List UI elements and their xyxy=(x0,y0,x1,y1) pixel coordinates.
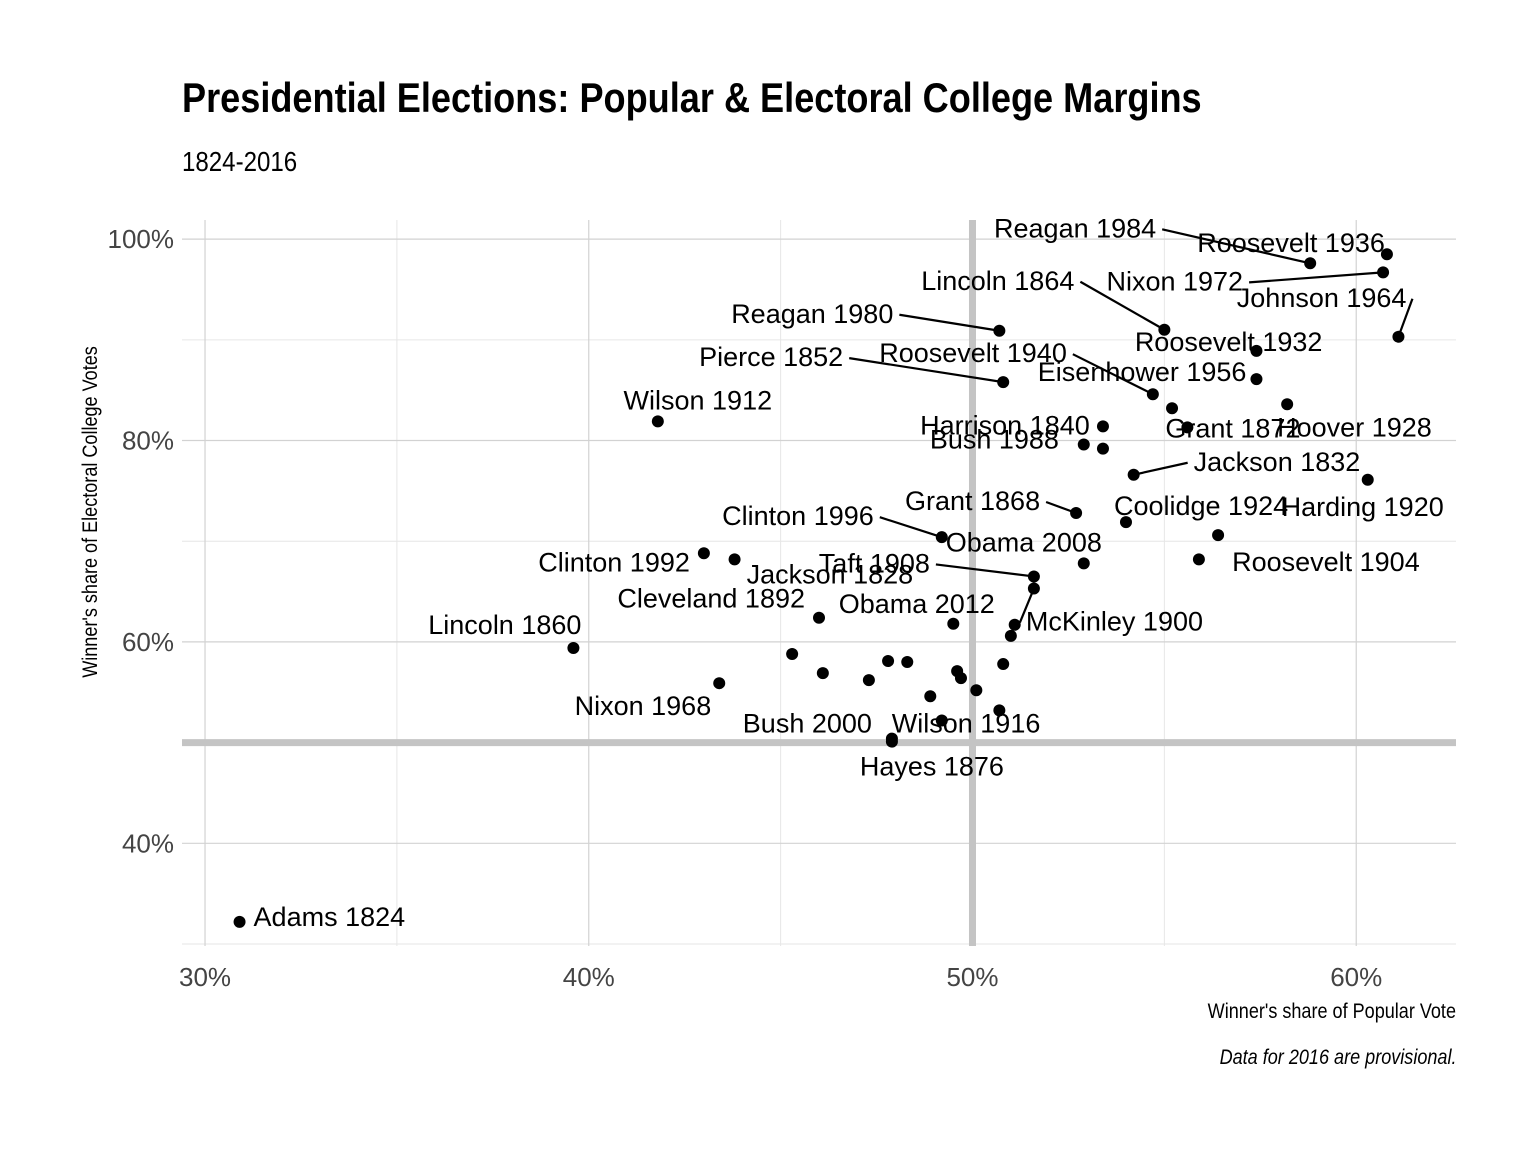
data-label: Jackson 1832 xyxy=(1194,447,1361,477)
data-label: Reagan 1980 xyxy=(731,299,893,329)
label-leader-line xyxy=(1072,353,1154,396)
data-point xyxy=(233,915,246,928)
data-label: Johnson 1964 xyxy=(1237,283,1407,313)
data-point xyxy=(1077,438,1090,451)
data-label: Hoover 1928 xyxy=(1277,412,1432,442)
data-point xyxy=(885,732,898,745)
data-point xyxy=(1181,421,1194,434)
data-point xyxy=(970,684,983,697)
data-point xyxy=(1096,420,1109,433)
label-leader-line xyxy=(1079,280,1165,331)
data-point xyxy=(1096,442,1109,455)
data-label: McKinley 1900 xyxy=(1026,607,1203,637)
label-leader-line xyxy=(1397,298,1414,338)
label-leader-line xyxy=(1161,228,1311,265)
label-leader-line xyxy=(1133,461,1188,476)
data-label: Taft 1908 xyxy=(819,548,930,578)
data-point xyxy=(954,672,967,685)
data-label: Roosevelt 1940 xyxy=(879,338,1067,368)
data-point xyxy=(1004,629,1017,642)
x-tick-label: 50% xyxy=(946,962,998,992)
data-label: Wilson 1916 xyxy=(892,708,1041,738)
data-label: Grant 1872 xyxy=(1165,413,1300,443)
data-label: Coolidge 1924 xyxy=(1114,491,1288,521)
data-point xyxy=(1192,553,1205,566)
data-point xyxy=(1361,473,1374,486)
x-tick-label: 30% xyxy=(179,962,231,992)
data-point xyxy=(882,655,895,668)
data-label: Clinton 1992 xyxy=(538,547,690,577)
label-leader-line xyxy=(879,516,943,539)
data-point xyxy=(901,656,914,669)
data-point xyxy=(713,677,726,690)
data-label: Roosevelt 1904 xyxy=(1232,547,1420,577)
data-label: Pierce 1852 xyxy=(699,342,843,372)
data-point xyxy=(1212,529,1225,542)
x-tick-label: 40% xyxy=(563,962,615,992)
data-point xyxy=(786,647,799,660)
data-point xyxy=(935,714,948,727)
data-point xyxy=(997,658,1010,671)
data-label: Nixon 1972 xyxy=(1106,266,1243,296)
data-point xyxy=(1119,516,1132,529)
data-point xyxy=(1250,344,1263,357)
data-point xyxy=(947,617,960,630)
data-point xyxy=(1166,402,1179,415)
data-point xyxy=(993,704,1006,717)
chart-caption: Data for 2016 are provisional. xyxy=(1219,1046,1456,1069)
data-point xyxy=(651,415,664,428)
y-axis-title: Winner's share of Electoral College Vote… xyxy=(79,346,103,678)
label-leader-line xyxy=(1018,588,1035,623)
data-label: Obama 2008 xyxy=(946,527,1102,557)
data-label: Eisenhower 1956 xyxy=(1038,357,1247,387)
label-leader-line xyxy=(1249,271,1384,284)
data-label: Harrison 1840 xyxy=(920,411,1090,441)
x-axis-title: Winner's share of Popular Vote xyxy=(1208,1000,1456,1024)
data-label: Bush 2000 xyxy=(743,709,872,739)
data-label: Obama 2012 xyxy=(839,589,995,619)
data-label: Roosevelt 1932 xyxy=(1135,327,1323,357)
data-label: Bush 1988 xyxy=(930,425,1059,455)
label-leader-line xyxy=(849,357,1004,384)
data-label: Lincoln 1860 xyxy=(428,610,581,640)
data-label: Clinton 1996 xyxy=(722,501,874,531)
data-label: Adams 1824 xyxy=(254,902,406,932)
y-tick-label: 60% xyxy=(122,627,174,657)
label-leader-line xyxy=(899,313,1000,332)
data-point xyxy=(813,611,825,624)
data-point xyxy=(1077,557,1090,570)
data-label: Grant 1868 xyxy=(905,486,1040,516)
data-label: Harding 1920 xyxy=(1282,492,1444,522)
data-label: Hayes 1876 xyxy=(860,752,1004,782)
data-label: Cleveland 1892 xyxy=(617,584,805,614)
x-tick-label: 60% xyxy=(1330,962,1382,992)
y-tick-label: 100% xyxy=(108,224,175,254)
data-point xyxy=(924,690,937,703)
data-label: Roosevelt 1936 xyxy=(1197,228,1385,258)
label-leader-line xyxy=(1045,500,1077,515)
y-tick-label: 40% xyxy=(122,828,174,858)
data-label: Reagan 1984 xyxy=(994,213,1156,243)
data-point xyxy=(1250,373,1263,386)
chart-subtitle: 1824-2016 xyxy=(182,146,298,177)
data-point xyxy=(816,667,829,680)
data-point xyxy=(728,553,741,566)
data-label: Wilson 1912 xyxy=(624,385,773,415)
data-point xyxy=(1008,618,1021,631)
data-label: Nixon 1968 xyxy=(575,691,712,721)
data-point xyxy=(697,547,710,560)
data-point xyxy=(862,674,875,687)
data-point xyxy=(1281,398,1294,411)
chart-title: Presidential Elections: Popular & Electo… xyxy=(182,74,1202,121)
data-label: Jackson 1828 xyxy=(747,559,914,589)
data-point xyxy=(567,641,580,654)
label-leader-line xyxy=(935,563,1035,578)
y-tick-label: 80% xyxy=(122,426,174,456)
data-point xyxy=(1380,248,1393,261)
data-label: Lincoln 1864 xyxy=(921,266,1074,296)
